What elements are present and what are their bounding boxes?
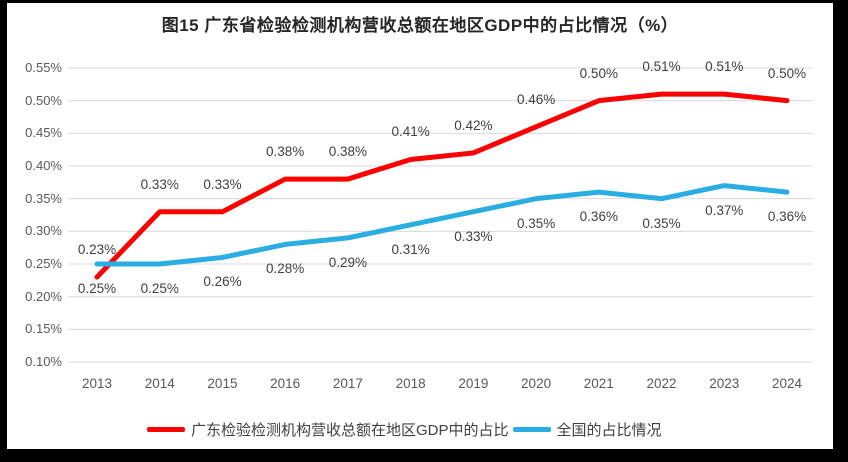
data-label-guangdong: 0.33% <box>203 176 242 192</box>
y-tick-label: 0.15% <box>25 321 62 337</box>
x-tick-label: 2023 <box>709 376 740 391</box>
data-label-guangdong: 0.46% <box>516 91 556 107</box>
y-tick-label: 0.30% <box>25 223 62 239</box>
x-tick-label: 2017 <box>332 376 363 391</box>
data-label-national: 0.26% <box>203 274 242 290</box>
x-tick-label: 2016 <box>270 376 301 391</box>
legend-swatch-guangdong-line <box>147 426 185 432</box>
data-label-national: 0.25% <box>140 281 179 296</box>
x-tick-label: 2020 <box>521 376 552 391</box>
data-label-guangdong: 0.38% <box>266 144 305 160</box>
y-tick-label: 0.45% <box>25 125 62 141</box>
data-label-national: 0.31% <box>391 241 430 257</box>
y-tick-label: 0.55% <box>25 60 62 75</box>
data-label-national: 0.36% <box>579 209 618 225</box>
chart-title: 图15 广东省检验检测机构营收总额在地区GDP中的占比情况（%） <box>161 16 679 35</box>
legend-item-national: 全国的占比情况 <box>512 419 662 440</box>
data-label-national: 0.33% <box>454 228 493 244</box>
data-label-national: 0.29% <box>328 254 368 270</box>
data-label-guangdong: 0.50% <box>579 65 618 81</box>
legend-label-guangdong: 广东检验检测机构营收总额在地区GDP中的占比 <box>191 421 509 439</box>
chart-canvas: 图15 广东省检验检测机构营收总额在地区GDP中的占比情况（%） 0.55% 0.… <box>7 3 833 449</box>
series-line-guangdong <box>94 91 790 280</box>
data-label-guangdong: 0.23% <box>77 242 117 258</box>
y-tick-label: 0.40% <box>25 158 62 173</box>
x-tick-label: 2014 <box>144 376 175 391</box>
plot-area <box>68 67 813 363</box>
x-tick-label: 2024 <box>771 376 803 391</box>
data-label-guangdong: 0.33% <box>140 176 179 192</box>
data-label-guangdong: 0.51% <box>642 59 681 75</box>
data-label-national: 0.35% <box>516 215 556 231</box>
data-label-national: 0.37% <box>705 202 744 218</box>
data-label-guangdong: 0.50% <box>767 65 807 81</box>
x-tick-label: 2018 <box>395 376 426 391</box>
x-tick-label: 2013 <box>81 376 113 391</box>
y-tick-label: 0.10% <box>25 354 62 369</box>
legend-swatch-national-line <box>512 426 551 432</box>
data-label-guangdong: 0.38% <box>328 144 368 160</box>
legend-item-guangdong: 广东检验检测机构营收总额在地区GDP中的占比 <box>147 419 509 440</box>
y-tick-label: 0.50% <box>25 92 62 108</box>
legend: 广东检验检测机构营收总额在地区GDP中的占比 全国的占比情况 <box>147 419 662 439</box>
y-tick-label: 0.20% <box>25 288 62 304</box>
x-tick-label: 2021 <box>583 376 614 391</box>
y-tick-label: 0.35% <box>25 190 62 206</box>
y-tick-label: 0.25% <box>25 256 62 271</box>
data-label-national: 0.36% <box>767 209 807 225</box>
data-label-national: 0.28% <box>266 261 305 277</box>
data-label-national: 0.25% <box>77 281 117 296</box>
legend-label-national: 全国的占比情况 <box>556 421 662 439</box>
x-tick-label: 2019 <box>458 376 489 391</box>
data-label-guangdong: 0.41% <box>391 124 430 140</box>
series-line-national <box>94 183 790 267</box>
x-tick-label: 2015 <box>207 376 238 391</box>
x-tick-label: 2022 <box>646 376 677 391</box>
data-label-guangdong: 0.51% <box>705 59 744 75</box>
data-label-national: 0.35% <box>642 215 681 231</box>
data-label-guangdong: 0.42% <box>454 117 493 133</box>
